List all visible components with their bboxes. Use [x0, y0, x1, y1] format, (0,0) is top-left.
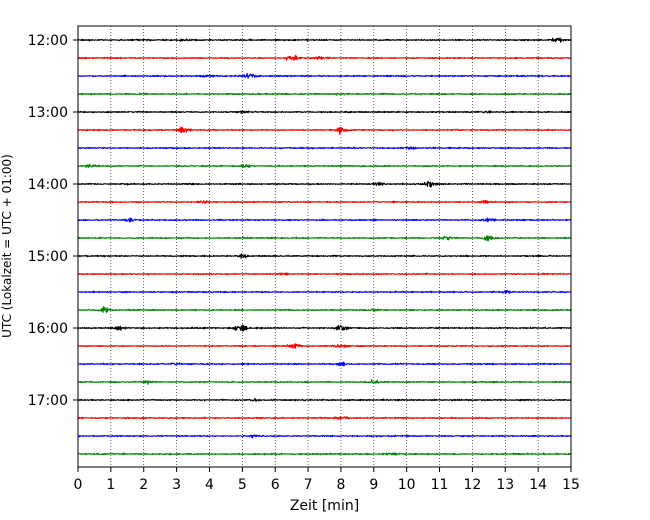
- x-tick-label-15: 15: [562, 477, 580, 493]
- trace-1645: [77, 379, 572, 385]
- x-tick-label-4: 4: [205, 477, 214, 493]
- trace-1200: [77, 37, 572, 43]
- seismic-traces: [77, 37, 572, 456]
- trace-1545: [77, 306, 572, 314]
- trace-1245: [77, 92, 572, 96]
- x-axis-label: Zeit [min]: [290, 498, 359, 514]
- y-tick-label-4: 16:00: [28, 321, 68, 337]
- trace-1730: [77, 434, 572, 439]
- y-tick-label-3: 15:00: [28, 249, 68, 265]
- trace-1715: [77, 416, 572, 421]
- trace-1600: [77, 324, 572, 332]
- trace-1530: [77, 289, 572, 295]
- trace-1500: [77, 253, 572, 259]
- x-tick-label-0: 0: [74, 477, 83, 493]
- plot-area-frame: [77, 25, 572, 468]
- x-tick-label-12: 12: [463, 477, 481, 493]
- trace-1215: [77, 54, 572, 61]
- y-tick-label-1: 13:00: [28, 105, 68, 121]
- x-tick-label-8: 8: [336, 477, 345, 493]
- trace-1315: [77, 126, 572, 135]
- trace-1630: [77, 361, 572, 367]
- x-tick-label-1: 1: [106, 477, 115, 493]
- x-tick-label-10: 10: [398, 477, 416, 493]
- x-tick-label-6: 6: [271, 477, 280, 493]
- trace-1615: [77, 343, 572, 349]
- trace-1700: [77, 398, 572, 403]
- x-tick-label-14: 14: [529, 477, 547, 493]
- x-axis-ticks: 0 1 2 3 4 5 6 7 8 9 10 11 12 13 14 15: [74, 467, 580, 493]
- trace-1345: [77, 163, 572, 169]
- y-axis-label: UTC (Lokalzeit = UTC + 01:00): [0, 154, 14, 338]
- x-tick-label-9: 9: [369, 477, 378, 493]
- x-tick-label-5: 5: [238, 477, 247, 493]
- y-tick-label-5: 17:00: [28, 393, 68, 409]
- y-tick-label-2: 14:00: [28, 177, 68, 193]
- trace-1300: [77, 110, 572, 115]
- y-tick-label-0: 12:00: [28, 33, 68, 49]
- trace-1515: [77, 272, 572, 276]
- x-tick-label-13: 13: [496, 477, 514, 493]
- y-axis-ticks: 12:00 13:00 14:00 15:00 16:00 17:00: [28, 33, 78, 409]
- trace-1430: [77, 217, 572, 223]
- x-tick-label-3: 3: [172, 477, 181, 493]
- trace-1445: [77, 235, 572, 242]
- x-tick-label-7: 7: [304, 477, 313, 493]
- trace-1400: [77, 180, 572, 188]
- trace-1415: [77, 199, 572, 204]
- trace-1745: [77, 452, 572, 456]
- trace-1330: [77, 146, 572, 150]
- x-tick-label-11: 11: [431, 477, 449, 493]
- x-tick-label-2: 2: [139, 477, 148, 493]
- trace-1230: [77, 72, 572, 79]
